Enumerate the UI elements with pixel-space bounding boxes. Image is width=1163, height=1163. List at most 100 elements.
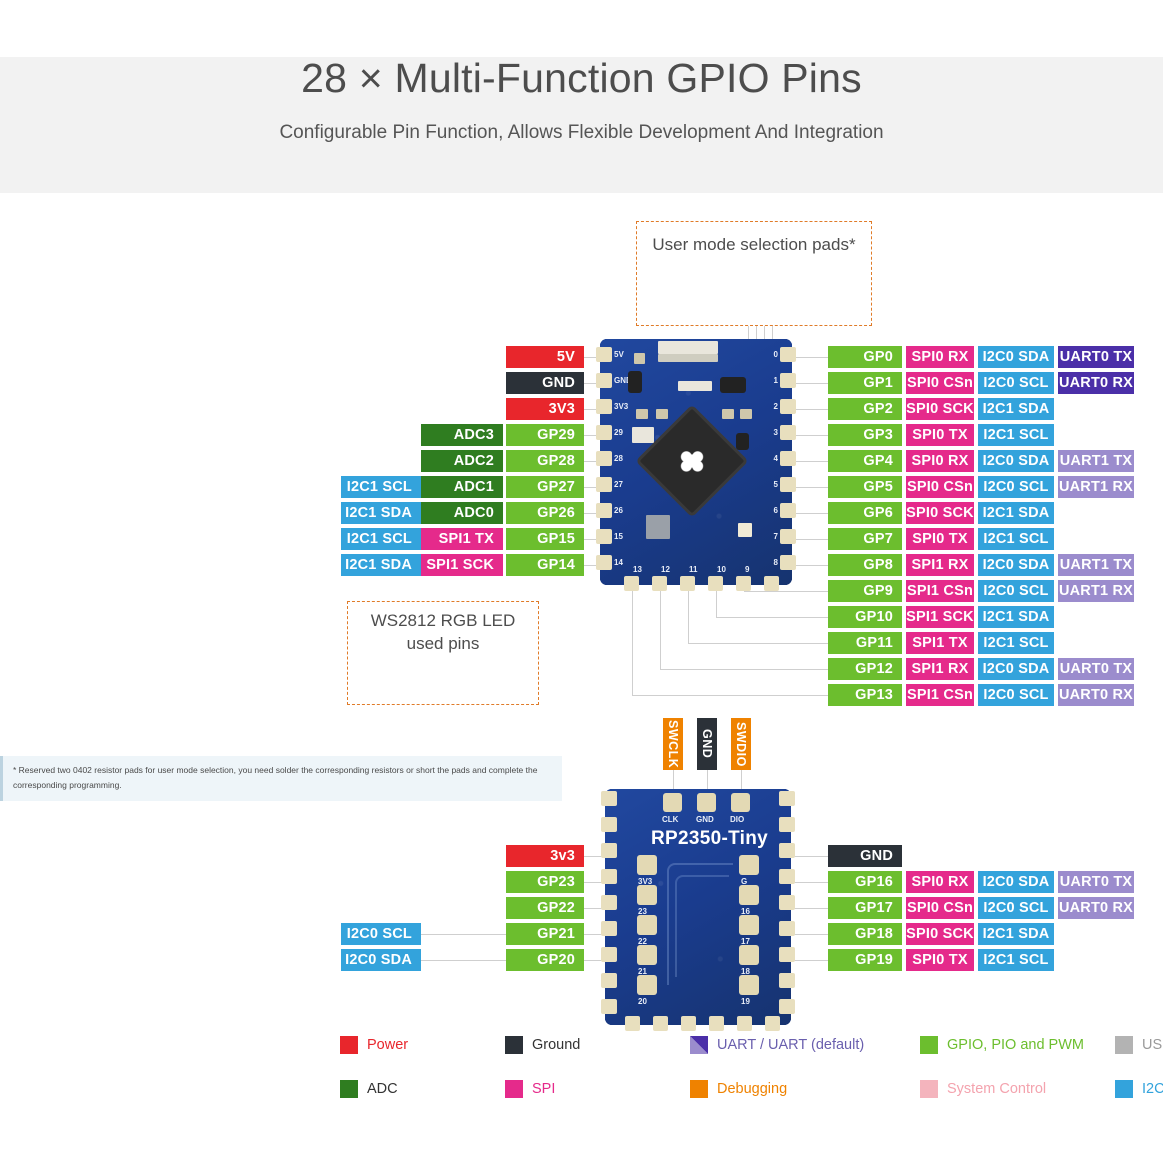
silk-left-29: 29 [614, 428, 623, 437]
right-i2c-GP3: I2C1 SCL [978, 424, 1054, 446]
silk-right-7: 7 [773, 532, 778, 541]
connector-line [688, 585, 689, 643]
connector-line [584, 513, 602, 514]
left-pin-GP27: GP27 [506, 476, 584, 498]
right-spi-GP13: SPI1 CSn [906, 684, 974, 706]
right-uart-GP9: UART1 RX [1058, 580, 1134, 602]
uart-swatch [690, 1036, 708, 1054]
silk-b-right-G: G [741, 877, 748, 886]
connector-line [584, 934, 607, 935]
right-spi-GP11: SPI1 TX [906, 632, 974, 654]
bottom-right-uart-GP17: UART0 RX [1058, 897, 1134, 919]
board-name: RP2350-Tiny [651, 828, 769, 849]
legend-label: I2C [1142, 1081, 1163, 1097]
header-band [0, 57, 1163, 193]
connector-line [584, 565, 602, 566]
silk-right-6: 6 [773, 506, 778, 515]
left-alt-GP15-1: I2C1 SCL [341, 528, 421, 550]
debug-pad-gnd: GND [697, 718, 717, 770]
legend-label: ADC [367, 1081, 398, 1097]
connector-line [584, 461, 602, 462]
sysctl-swatch [920, 1080, 938, 1098]
bottom-right-pin-GP18: GP18 [828, 923, 902, 945]
right-spi-GP8: SPI1 RX [906, 554, 974, 576]
bottom-right-spi-GP16: SPI0 RX [906, 871, 974, 893]
ws2812-line1: WS2812 RGB LED [370, 611, 516, 630]
connector-line [584, 357, 602, 358]
silk-left-14: 14 [614, 558, 623, 567]
connector-line [748, 326, 749, 350]
right-i2c-GP5: I2C0 SCL [978, 476, 1054, 498]
left-pin-GP15: GP15 [506, 528, 584, 550]
legend-label: USB [1142, 1037, 1163, 1053]
right-i2c-GP4: I2C0 SDA [978, 450, 1054, 472]
right-uart-GP8: UART1 TX [1058, 554, 1134, 576]
bottom-left-pin-GP21: GP21 [506, 923, 584, 945]
right-i2c-GP6: I2C1 SDA [978, 502, 1054, 524]
bottom-right-pin-GP16: GP16 [828, 871, 902, 893]
silk-b-right-17: 17 [741, 937, 750, 946]
page-subtitle: Configurable Pin Function, Allows Flexib… [279, 122, 884, 143]
right-spi-GP3: SPI0 TX [906, 424, 974, 446]
right-i2c-GP12: I2C0 SDA [978, 658, 1054, 680]
connector-line [792, 409, 828, 410]
silk-b-right-18: 18 [741, 967, 750, 976]
connector-line [660, 669, 828, 670]
right-i2c-GP8: I2C0 SDA [978, 554, 1054, 576]
right-pin-GP5: GP5 [828, 476, 902, 498]
legend-label: Debugging [717, 1081, 788, 1097]
right-spi-GP2: SPI0 SCK [906, 398, 974, 420]
connector-line [421, 960, 506, 961]
right-pin-GP11: GP11 [828, 632, 902, 654]
silk-b-left-20: 20 [638, 997, 647, 1006]
bottom-left-pin-GP23: GP23 [506, 871, 584, 893]
adc-swatch [340, 1080, 358, 1098]
debug-pad-swclk: SWCLK [663, 718, 683, 770]
bottom-left-pin-3v3: 3v3 [506, 845, 584, 867]
i2c-swatch [1115, 1080, 1133, 1098]
left-pin-GP29: GP29 [506, 424, 584, 446]
connector-line [791, 882, 828, 883]
right-spi-GP0: SPI0 RX [906, 346, 974, 368]
power-swatch [340, 1036, 358, 1054]
left-alt-GP14-0: SPI1 SCK [421, 554, 503, 576]
connector-line [792, 383, 828, 384]
user-mode-selection-box: User mode selection pads* [636, 221, 872, 326]
right-spi-GP5: SPI0 CSn [906, 476, 974, 498]
silk-b-left-23: 23 [638, 907, 647, 916]
connector-line [421, 934, 506, 935]
right-spi-GP10: SPI1 SCK [906, 606, 974, 628]
user-mode-caption: User mode selection pads* [652, 235, 856, 254]
bottom-right-pin-GND: GND [828, 845, 902, 867]
debug-pad-swdio: SWDIO [731, 718, 751, 770]
right-spi-GP9: SPI1 CSn [906, 580, 974, 602]
right-spi-GP1: SPI0 CSn [906, 372, 974, 394]
connector-line [741, 770, 742, 794]
connector-line [792, 539, 828, 540]
bottom-left-alt-GP21-0: I2C0 SCL [341, 923, 421, 945]
connector-line [792, 461, 828, 462]
ws2812-line2: used pins [406, 634, 480, 653]
bottom-right-i2c-GP18: I2C1 SDA [978, 923, 1054, 945]
connector-line [716, 585, 717, 617]
silk-left-GND: GND [614, 376, 632, 385]
connector-line [772, 326, 773, 350]
connector-line [791, 960, 828, 961]
right-pin-GP10: GP10 [828, 606, 902, 628]
right-uart-GP12: UART0 TX [1058, 658, 1134, 680]
gpio-swatch [920, 1036, 938, 1054]
right-i2c-GP1: I2C0 SCL [978, 372, 1054, 394]
legend-label: UART / UART (default) [717, 1037, 865, 1053]
page-title: 28 × Multi-Function GPIO Pins [301, 55, 862, 101]
bottom-right-i2c-GP17: I2C0 SCL [978, 897, 1054, 919]
connector-line [792, 435, 828, 436]
ws2812-box: WS2812 RGB LED used pins [347, 601, 539, 705]
left-pin-3V3: 3V3 [506, 398, 584, 420]
silk-bottom-13: 13 [633, 565, 642, 574]
bottom-right-pin-GP17: GP17 [828, 897, 902, 919]
ground-swatch [505, 1036, 523, 1054]
connector-line [792, 487, 828, 488]
right-i2c-GP10: I2C1 SDA [978, 606, 1054, 628]
connector-line [791, 908, 828, 909]
left-alt-GP14-1: I2C1 SDA [341, 554, 421, 576]
